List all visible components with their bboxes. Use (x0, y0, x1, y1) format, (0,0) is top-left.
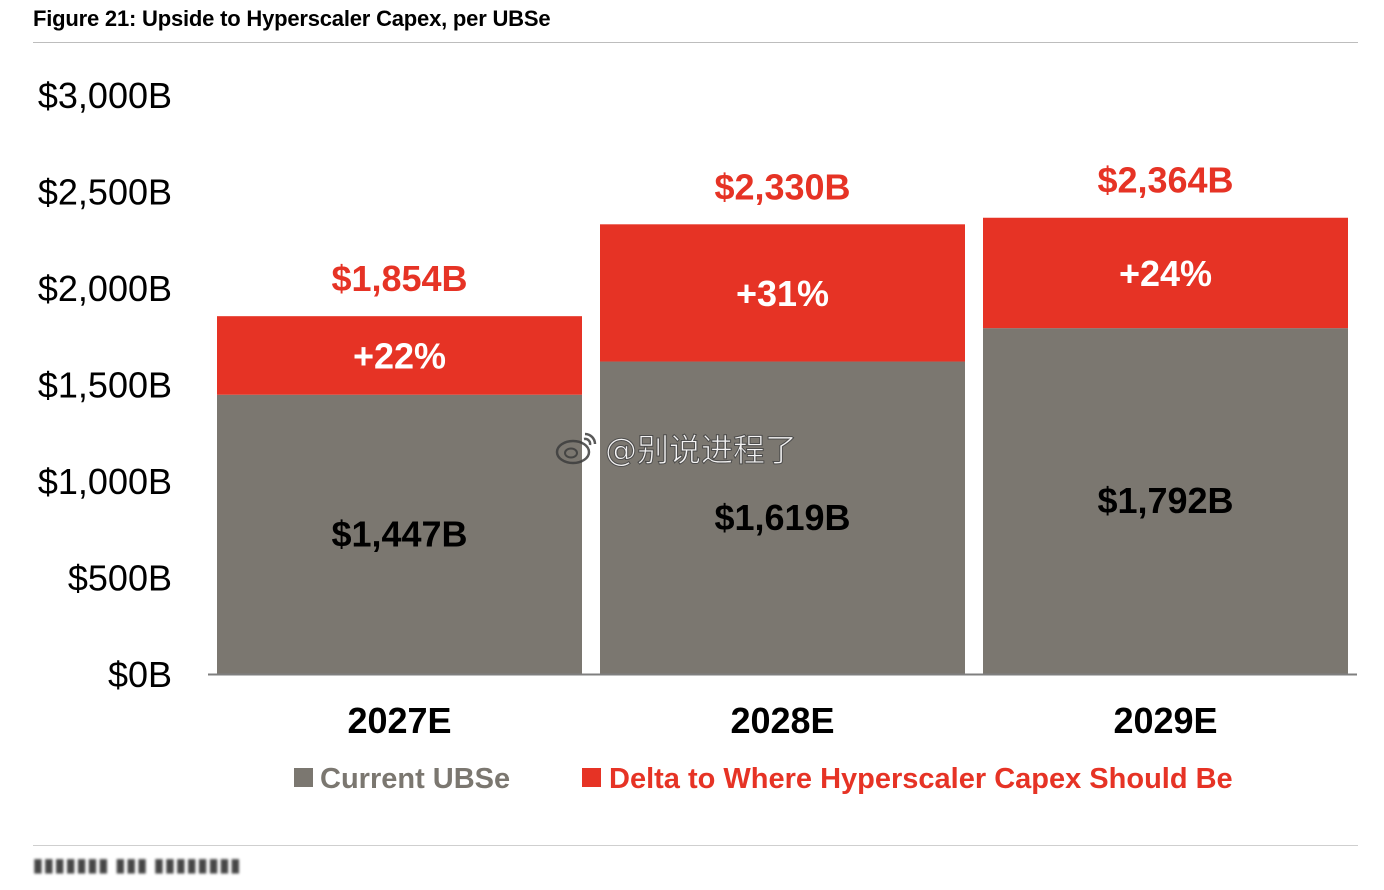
bar-delta (983, 217, 1348, 329)
bar-current-ubse (217, 394, 582, 674)
title-divider (33, 42, 1358, 43)
base-value-label: $1,447B (331, 513, 467, 554)
footer-divider (33, 845, 1358, 846)
x-tick-label: 2027E (347, 700, 451, 741)
y-tick-label: $2,000B (38, 268, 172, 309)
legend-delta-swatch (582, 768, 601, 787)
base-value-label: $1,619B (714, 497, 850, 538)
figure-title: Figure 21: Upside to Hyperscaler Capex, … (33, 6, 551, 31)
bar-delta (217, 316, 582, 395)
total-value-label: $2,364B (1097, 160, 1233, 201)
legend-current-ubse-label: Current UBSe (320, 763, 510, 795)
legend-delta-label: Delta to Where Hyperscaler Capex Should … (609, 763, 1233, 795)
bar-delta (600, 224, 965, 362)
y-tick-label: $500B (68, 558, 172, 599)
legend-current-ubse-swatch (294, 768, 313, 787)
total-value-label: $1,854B (331, 258, 467, 299)
delta-percent-label: +24% (1119, 253, 1212, 294)
x-tick-label: 2029E (1113, 700, 1217, 741)
y-tick-label: $2,500B (38, 172, 172, 213)
footer-note: ▮▮▮▮▮▮▮ ▮▮▮ ▮▮▮▮▮▮▮▮ (33, 855, 242, 875)
legend: Current UBSe Delta to Where Hyperscaler C… (294, 763, 1233, 795)
data-labels: $1,447B +22% $1,854B $1,619B +31% $2,330B $1,7… (331, 160, 1233, 555)
base-value-label: $1,792B (1097, 480, 1233, 521)
y-tick-label: $0B (108, 654, 172, 695)
bar-current-ubse (983, 328, 1348, 674)
bar-current-ubse (600, 361, 965, 674)
y-tick-label: $1,500B (38, 365, 172, 406)
y-tick-label: $1,000B (38, 461, 172, 502)
y-axis: $0B $500B $1,000B $1,500B $2,000B $2,500B $3,0… (38, 75, 172, 695)
x-axis: 2027E 2028E 2029E (208, 673, 1357, 741)
x-tick-label: 2028E (730, 700, 834, 741)
delta-percent-label: +31% (736, 273, 829, 314)
y-tick-label: $3,000B (38, 75, 172, 116)
bars (217, 217, 1348, 674)
total-value-label: $2,330B (714, 166, 850, 207)
delta-percent-label: +22% (353, 335, 446, 376)
